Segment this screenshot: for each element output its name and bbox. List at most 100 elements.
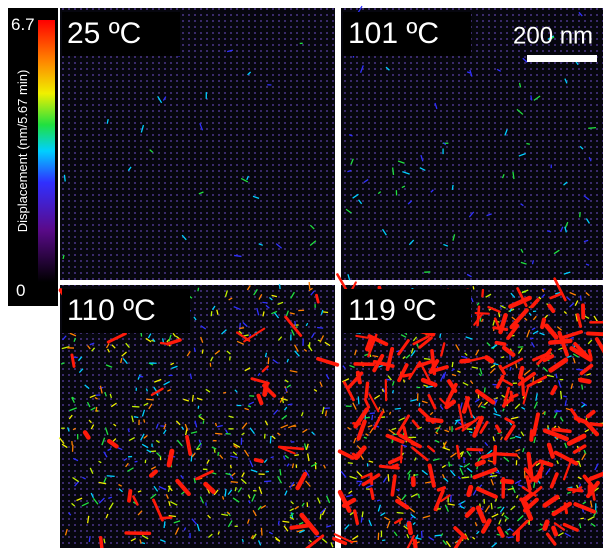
vector	[197, 287, 200, 292]
vector	[221, 513, 229, 517]
vector	[117, 446, 123, 451]
vector	[396, 488, 400, 492]
vector	[377, 191, 382, 195]
vector	[544, 323, 559, 340]
vector	[257, 505, 262, 511]
vector	[353, 407, 370, 429]
vector	[165, 494, 169, 499]
vector	[406, 521, 413, 536]
vector	[516, 515, 524, 522]
vector	[405, 354, 411, 359]
vector	[283, 406, 288, 411]
vector	[148, 362, 154, 366]
vector	[308, 281, 311, 290]
vector	[385, 433, 405, 444]
vector	[401, 185, 406, 189]
vector	[564, 442, 568, 449]
vector	[176, 439, 183, 447]
vector	[563, 502, 569, 515]
vector	[225, 429, 229, 434]
vector	[84, 384, 90, 390]
vector	[146, 398, 154, 401]
vector	[545, 467, 551, 476]
vector	[545, 532, 557, 546]
vector	[503, 515, 510, 520]
vector	[502, 408, 505, 412]
vector	[442, 142, 447, 146]
vector	[501, 357, 524, 370]
vector	[214, 422, 218, 427]
vector	[105, 364, 113, 368]
vector	[198, 413, 202, 418]
vector	[443, 477, 449, 483]
vector	[325, 495, 331, 504]
vector	[549, 292, 563, 300]
vector	[88, 535, 91, 542]
vector	[228, 297, 233, 301]
vector	[341, 497, 357, 508]
vector	[472, 489, 477, 496]
vector	[555, 409, 561, 413]
vector	[479, 367, 483, 375]
vector	[542, 494, 560, 508]
vector	[310, 332, 315, 339]
vector	[277, 445, 305, 451]
vector	[390, 474, 397, 497]
vector	[403, 525, 409, 530]
vector	[573, 502, 597, 514]
vector	[470, 297, 474, 303]
vector	[150, 466, 157, 470]
vector	[551, 525, 559, 537]
vector	[530, 298, 540, 309]
vector	[432, 458, 440, 462]
vector	[288, 424, 296, 429]
vector	[590, 485, 596, 501]
vector	[475, 486, 498, 499]
vector	[298, 521, 304, 525]
vector	[69, 407, 77, 412]
vector	[459, 465, 463, 468]
vector	[347, 371, 364, 390]
vector	[106, 438, 119, 449]
vector	[426, 385, 434, 389]
vector	[216, 424, 223, 428]
vector	[535, 393, 538, 401]
vector	[227, 520, 233, 528]
vector	[357, 5, 363, 13]
vector	[414, 473, 419, 476]
vector	[549, 472, 559, 489]
vector	[398, 417, 406, 422]
vector	[512, 171, 515, 180]
vector	[265, 304, 270, 309]
vector	[401, 494, 407, 501]
vector	[475, 505, 487, 524]
vector	[575, 61, 579, 66]
vector	[504, 530, 509, 536]
vector	[202, 420, 205, 425]
vector	[173, 520, 181, 524]
vector	[472, 536, 476, 540]
vector	[466, 447, 484, 452]
vector	[515, 435, 522, 439]
vector	[264, 480, 272, 483]
vector	[310, 290, 315, 296]
vector	[466, 484, 474, 498]
vector	[307, 344, 313, 352]
vector	[529, 429, 535, 442]
vector	[309, 240, 317, 247]
vector	[460, 451, 465, 458]
vector	[108, 496, 113, 500]
vector	[380, 512, 386, 517]
vector	[241, 538, 244, 543]
vector	[367, 334, 389, 347]
vector	[419, 167, 426, 172]
vector	[551, 501, 573, 517]
vector	[585, 292, 590, 297]
vector	[510, 505, 516, 511]
colorbar-title: Displacement (nm/5.67 min)	[15, 70, 30, 233]
vector	[579, 295, 582, 301]
vector	[492, 444, 498, 465]
vector	[189, 373, 193, 380]
vector	[470, 474, 473, 478]
vector	[522, 497, 539, 513]
